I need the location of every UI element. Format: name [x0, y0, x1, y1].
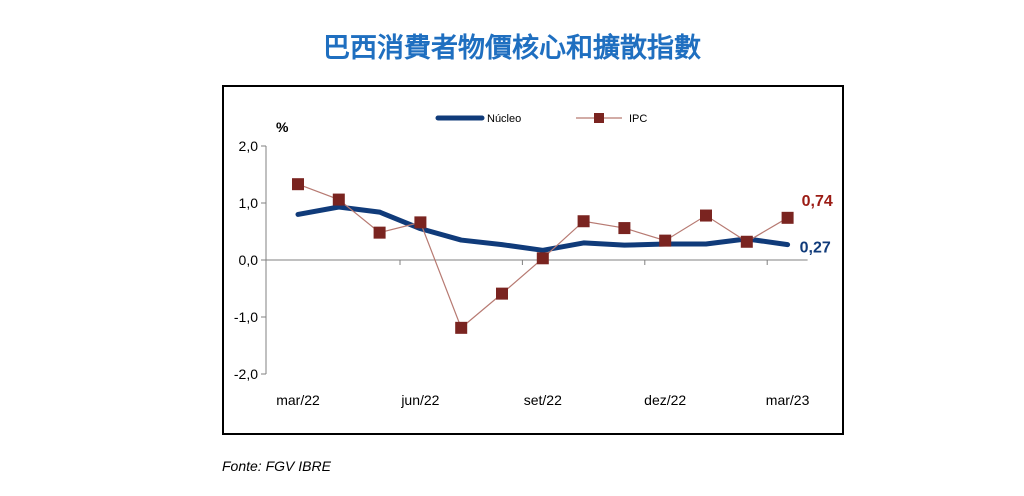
ipc-data-point: [455, 321, 468, 334]
x-tick-label: mar/22: [276, 392, 320, 408]
x-tick-label: jun/22: [400, 392, 439, 408]
ipc-data-point: [292, 178, 304, 191]
y-tick-label: -2,0: [234, 366, 258, 382]
ipc-end-value-label: 0,74: [802, 193, 833, 210]
ipc-data-point: [659, 234, 672, 247]
ipc-data-point: [618, 222, 631, 235]
legend-ipc-swatch-marker: [594, 113, 604, 123]
ipc-data-point: [536, 252, 549, 265]
x-tick-label: set/22: [524, 392, 562, 408]
y-tick-label: 0,0: [239, 252, 259, 268]
y-axis-unit-label: %: [276, 119, 289, 135]
chart-frame: 2,0 1,0 0,0 -1,0 -2,0% mar/22 jun/22 set/22 dez/…: [222, 85, 844, 435]
chart-title: 巴西消費者物價核心和擴散指數: [323, 33, 701, 64]
ipc-data-point: [373, 226, 386, 239]
ipc-data-point: [781, 211, 794, 224]
y-tick-label: 1,0: [239, 195, 259, 211]
x-tick-label: mar/23: [766, 392, 810, 408]
ipc-data-point: [496, 287, 508, 300]
legend-nucleo-label: Núcleo: [487, 113, 521, 125]
ipc-data-point: [740, 235, 753, 248]
y-tick-label: -1,0: [234, 309, 258, 325]
legend-ipc-label: IPC: [629, 113, 647, 125]
ipc-data-point: [332, 193, 345, 206]
y-tick-label: 2,0: [239, 138, 259, 154]
ipc-data-point: [577, 215, 590, 228]
ipc-data-point: [414, 216, 427, 229]
source-note: Fonte: FGV IBRE: [222, 458, 331, 474]
nucleo-series-line: [295, 204, 791, 253]
line-chart: 2,0 1,0 0,0 -1,0 -2,0% mar/22 jun/22 set/22 dez/…: [234, 113, 833, 408]
nucleo-end-value-label: 0,27: [800, 240, 831, 257]
x-tick-label: dez/22: [644, 392, 686, 408]
ipc-data-point: [700, 209, 712, 222]
